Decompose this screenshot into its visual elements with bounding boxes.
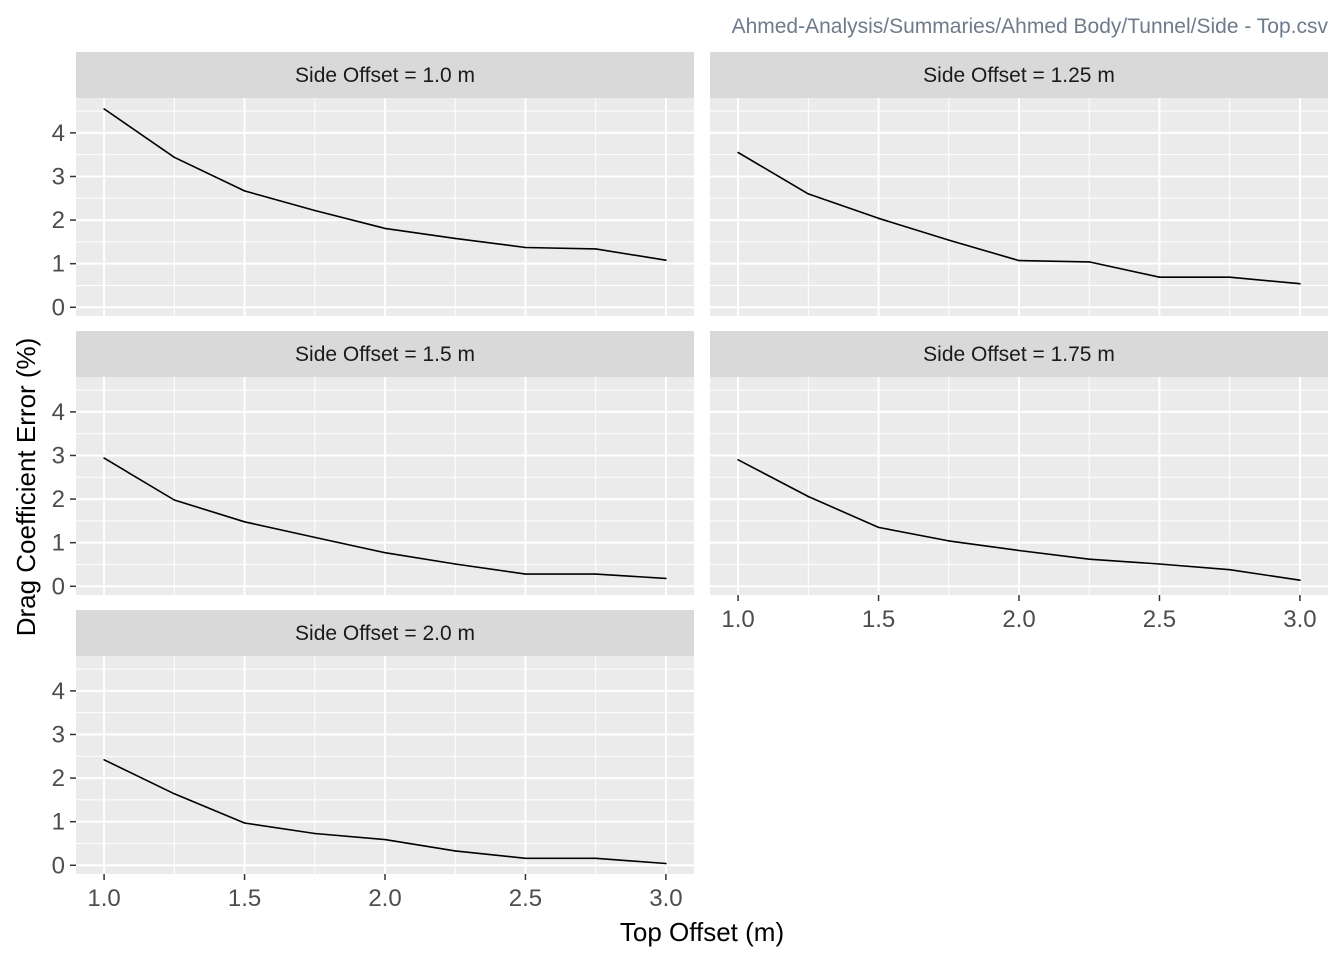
data-point	[877, 526, 880, 529]
y-tick-label: 0	[52, 852, 65, 879]
y-tick-label: 3	[52, 721, 65, 748]
data-point	[877, 217, 880, 220]
facet-strip	[710, 52, 1328, 98]
facet-panel: Side Offset = 1.5 m 0 1 2 3 4	[52, 331, 694, 600]
data-point	[807, 495, 810, 498]
data-point	[594, 573, 597, 575]
data-point	[1158, 276, 1161, 279]
chart-caption: Ahmed-Analysis/Summaries/Ahmed Body/Tunn…	[732, 15, 1329, 38]
x-tick-label: 2.5	[1143, 606, 1176, 633]
x-axis-title: Top Offset (m)	[620, 917, 784, 947]
x-tick-label: 3.0	[649, 885, 682, 912]
data-point	[314, 832, 316, 835]
y-tick-label: 3	[52, 163, 65, 190]
data-point	[665, 259, 667, 262]
data-point	[173, 499, 176, 501]
data-point	[454, 850, 457, 852]
data-point	[948, 239, 950, 241]
x-tick-label: 1.0	[721, 606, 754, 633]
x-tick-label: 1.0	[87, 885, 120, 912]
y-tick-label: 0	[52, 573, 65, 600]
data-point	[314, 536, 316, 539]
data-point	[1299, 579, 1301, 581]
facet-panel: Side Offset = 1.75 m 1.0 1.5 2.0 2.5 3.0	[710, 331, 1328, 633]
y-tick-label: 2	[52, 207, 65, 234]
data-point	[384, 227, 386, 230]
facet-panel: Side Offset = 1.0 m 0 1 2 3 4	[52, 52, 694, 321]
facet-panel: Side Offset = 1.25 m	[710, 52, 1328, 316]
x-tick-label: 2.0	[1002, 606, 1035, 633]
facet-strip-label: Side Offset = 1.75 m	[923, 343, 1115, 366]
y-tick-label: 2	[52, 765, 65, 792]
y-tick-label: 1	[52, 530, 65, 557]
y-axis-title: Drag Coefficient Error (%)	[11, 338, 41, 637]
data-point	[524, 246, 527, 249]
y-tick-label: 4	[52, 120, 65, 147]
facet-strip-label: Side Offset = 1.5 m	[295, 343, 475, 366]
data-point	[243, 190, 246, 192]
data-point	[173, 793, 176, 795]
data-point	[243, 521, 246, 523]
data-point	[594, 857, 597, 860]
facet-strip-label: Side Offset = 1.0 m	[295, 64, 475, 87]
facet-strip-label: Side Offset = 1.25 m	[923, 64, 1115, 87]
data-point	[173, 156, 176, 159]
data-point	[1158, 563, 1161, 565]
y-tick-label: 4	[52, 399, 65, 426]
data-point	[384, 551, 386, 554]
y-tick-label: 2	[52, 486, 65, 513]
data-point	[384, 838, 386, 841]
data-point	[594, 248, 597, 250]
data-point	[524, 573, 527, 575]
data-point	[665, 862, 667, 865]
data-point	[243, 822, 246, 824]
facet-strip	[710, 331, 1328, 377]
facet-panel: Side Offset = 2.0 m 0 1 2 3 4 1.0 1.5 2.0 2.5 3.0	[52, 610, 694, 912]
x-tick-label: 1.5	[862, 606, 895, 633]
data-point	[103, 457, 105, 459]
x-tick-label: 1.5	[228, 885, 261, 912]
data-point	[1018, 549, 1020, 552]
y-tick-label: 3	[52, 442, 65, 469]
data-point	[665, 577, 667, 580]
data-point	[1299, 282, 1301, 285]
x-tick-label: 2.0	[368, 885, 401, 912]
x-tick-label: 3.0	[1283, 606, 1316, 633]
data-point	[1088, 558, 1090, 560]
facet-strip	[76, 52, 694, 98]
data-point	[1088, 261, 1090, 263]
data-point	[807, 193, 810, 195]
data-point	[1018, 259, 1020, 262]
facet-strip-label: Side Offset = 2.0 m	[295, 622, 475, 645]
facet-strip	[76, 610, 694, 656]
data-point	[737, 151, 739, 154]
data-point	[314, 209, 316, 212]
data-point	[103, 108, 105, 110]
data-point	[948, 540, 950, 542]
data-point	[737, 459, 739, 461]
x-tick-label: 2.5	[509, 885, 542, 912]
data-point	[1228, 276, 1231, 279]
y-tick-label: 1	[52, 809, 65, 836]
data-point	[103, 759, 105, 761]
data-point	[454, 563, 457, 565]
data-point	[454, 237, 457, 240]
y-tick-label: 1	[52, 251, 65, 278]
facet-strip	[76, 331, 694, 377]
y-tick-label: 0	[52, 294, 65, 321]
data-point	[1228, 568, 1231, 571]
y-tick-label: 4	[52, 678, 65, 705]
data-point	[524, 857, 527, 860]
